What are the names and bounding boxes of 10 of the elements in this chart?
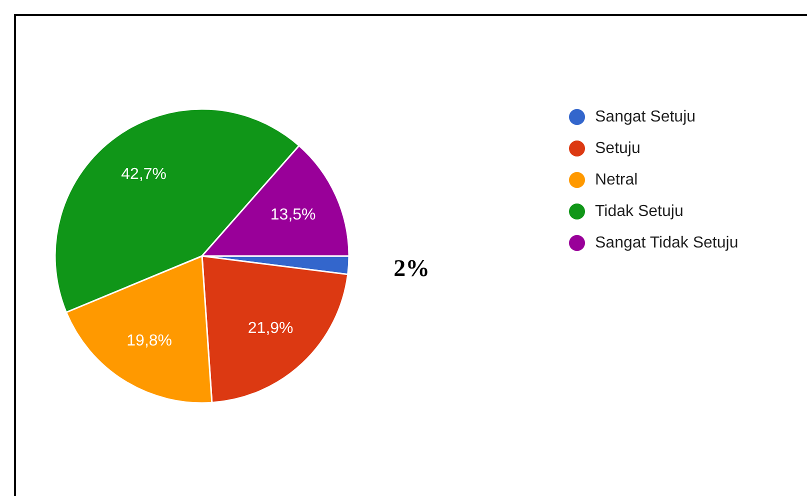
legend-label: Setuju <box>595 140 640 157</box>
data-label: 2% <box>394 256 430 282</box>
data-label: 13,5% <box>270 206 316 224</box>
legend-label: Netral <box>595 172 638 188</box>
legend-label: Sangat Setuju <box>595 108 696 126</box>
legend-label: Sangat Tidak Setuju <box>595 234 738 252</box>
data-label: 19,8% <box>126 332 172 350</box>
legend-label: Tidak Setuju <box>595 203 684 220</box>
data-label: 42,7% <box>121 166 167 184</box>
data-label: 21,9% <box>248 320 294 338</box>
